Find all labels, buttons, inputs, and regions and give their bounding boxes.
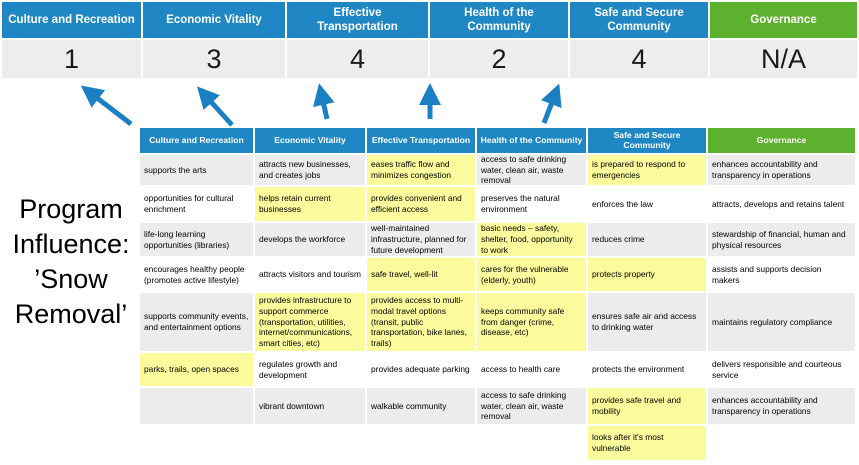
influence-matrix: Culture and Recreation Economic Vitality E…: [140, 128, 855, 460]
matrix-cell: reduces crime: [588, 223, 706, 256]
matrix-cell: parks, trails, open spaces: [140, 353, 253, 386]
matrix-cell: provides convenient and efficient access: [367, 187, 475, 221]
score-value: 2: [430, 40, 568, 78]
matrix-cell: looks after it's most vulnerable: [588, 426, 706, 460]
matrix-cell: is prepared to respond to emergencies: [588, 155, 706, 185]
category-header: Governance: [710, 2, 857, 38]
matrix-cell: basic needs – safety, shelter, food, opp…: [477, 223, 586, 256]
matrix-cell: opportunities for cultural enrichment: [140, 187, 253, 221]
matrix-cell: assists and supports decision makers: [708, 258, 855, 291]
category-header: Health of the Community: [430, 2, 568, 38]
arrow-economic-icon: [196, 86, 234, 127]
category-header: Economic Vitality: [143, 2, 285, 38]
program-title: Program Influence: ’Snow Removal’: [0, 192, 142, 332]
arrow-safe-icon: [541, 83, 562, 124]
matrix-cell: attracts, develops and retains talent: [708, 187, 855, 221]
score-value: 4: [287, 40, 428, 78]
matrix-cell: enhances accountability and transparency…: [708, 388, 855, 424]
matrix-cell: access to safe drinking water, clean air…: [477, 388, 586, 424]
score-value: N/A: [710, 40, 857, 78]
matrix-cell: walkable community: [367, 388, 475, 424]
arrow-culture-icon: [80, 85, 133, 126]
matrix-column-header: Governance: [708, 128, 855, 153]
matrix-column-header: Culture and Recreation: [140, 128, 253, 153]
score-value: 4: [570, 40, 708, 78]
matrix-cell: stewardship of financial, human and phys…: [708, 223, 855, 256]
matrix-cell: develops the workforce: [255, 223, 365, 256]
program-title-line: Influence:: [12, 229, 130, 259]
matrix-cell: provides access to multi-modal travel op…: [367, 293, 475, 351]
program-title-line: ’Snow: [34, 264, 108, 294]
matrix-cell: maintains regulatory compliance: [708, 293, 855, 351]
matrix-cell: protects the environment: [588, 353, 706, 386]
matrix-column-header: Health of the Community: [477, 128, 586, 153]
program-title-line: Removal’: [14, 299, 128, 329]
score-value: 1: [2, 40, 141, 78]
matrix-cell: safe travel, well-lit: [367, 258, 475, 291]
matrix-cell: access to safe drinking water, clean air…: [477, 154, 586, 185]
matrix-cell: delivers responsible and courteous servi…: [708, 353, 855, 386]
matrix-cell: [140, 388, 253, 424]
matrix-cell: attracts new businesses, and creates job…: [255, 155, 365, 185]
matrix-cell: [255, 426, 365, 460]
matrix-cell: encourages healthy people (promotes acti…: [140, 258, 253, 291]
matrix-cell: provides adequate parking: [367, 353, 475, 386]
matrix-cell: enhances accountability and transparency…: [708, 155, 855, 185]
matrix-cell: supports the arts: [140, 155, 253, 185]
matrix-cell: provides safe travel and mobility: [588, 388, 706, 424]
category-header: Safe and Secure Community: [570, 2, 708, 38]
matrix-cell: life-long learning opportunities (librar…: [140, 223, 253, 256]
matrix-cell: well-maintained infrastructure, planned …: [367, 223, 475, 256]
category-header: Culture and Recreation: [2, 2, 141, 38]
arrow-transportation-icon: [313, 83, 335, 120]
matrix-cell: vibrant downtown: [255, 388, 365, 424]
matrix-cell: [477, 426, 586, 460]
matrix-cell: [367, 426, 475, 460]
matrix-cell: enforces the law: [588, 187, 706, 221]
matrix-cell: keeps community safe from danger (crime,…: [477, 293, 586, 351]
matrix-cell: regulates growth and development: [255, 353, 365, 386]
score-value: 3: [143, 40, 285, 78]
matrix-cell: cares for the vulnerable (elderly, youth…: [477, 258, 586, 291]
category-header: Effective Transportation: [287, 2, 428, 38]
matrix-cell: [708, 426, 855, 460]
matrix-cell: [140, 426, 253, 460]
matrix-cell: protects property: [588, 258, 706, 291]
matrix-cell: preserves the natural environment: [477, 187, 586, 221]
summary-bar: Culture and Recreation Economic Vitality E…: [2, 2, 857, 78]
matrix-cell: access to health care: [477, 353, 586, 386]
matrix-cell: attracts visitors and tourism: [255, 258, 365, 291]
matrix-column-header: Effective Transportation: [367, 128, 475, 153]
program-title-line: Program: [19, 194, 123, 224]
matrix-column-header: Economic Vitality: [255, 128, 365, 153]
matrix-column-header: Safe and Secure Community: [588, 128, 706, 153]
matrix-cell: eases traffic flow and minimizes congest…: [367, 155, 475, 185]
matrix-cell: helps retain current businesses: [255, 187, 365, 221]
matrix-cell: ensures safe air and access to drinking …: [588, 293, 706, 351]
matrix-cell: supports community events, and entertain…: [140, 293, 253, 351]
matrix-cell: provides infrastructure to support comme…: [255, 293, 365, 351]
